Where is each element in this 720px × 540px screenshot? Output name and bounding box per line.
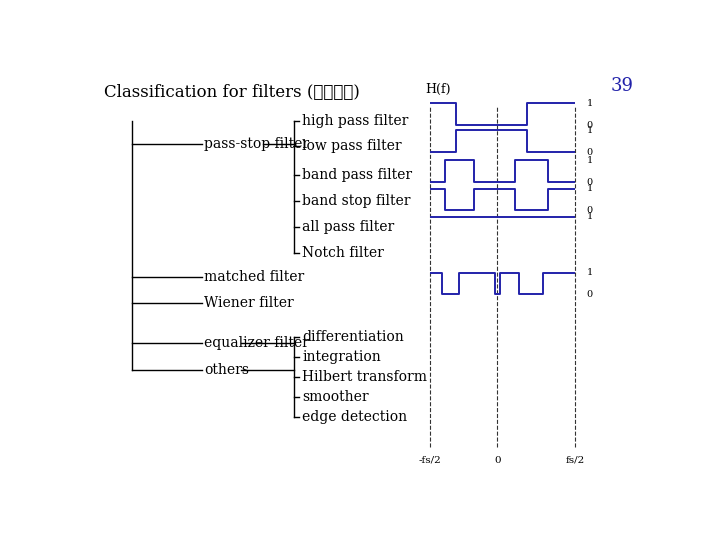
Text: 1: 1 xyxy=(587,156,593,165)
Text: Classification for filters (依型態分): Classification for filters (依型態分) xyxy=(104,84,360,100)
Text: 1: 1 xyxy=(587,99,593,108)
Text: -fs/2: -fs/2 xyxy=(419,456,442,464)
Text: others: others xyxy=(204,363,249,377)
Text: band pass filter: band pass filter xyxy=(302,168,412,182)
Text: pass-stop filter: pass-stop filter xyxy=(204,137,310,151)
Text: 0: 0 xyxy=(587,290,593,299)
Text: 1: 1 xyxy=(587,126,593,135)
Text: smoother: smoother xyxy=(302,390,369,404)
Text: differentiation: differentiation xyxy=(302,330,404,344)
Text: fs/2: fs/2 xyxy=(566,456,585,464)
Text: 1: 1 xyxy=(587,184,593,193)
Text: 39: 39 xyxy=(611,77,634,95)
Text: edge detection: edge detection xyxy=(302,410,408,424)
Text: 1: 1 xyxy=(587,268,593,277)
Text: integration: integration xyxy=(302,350,381,364)
Text: 1: 1 xyxy=(587,212,593,221)
Text: 0: 0 xyxy=(587,147,593,157)
Text: 0: 0 xyxy=(587,120,593,130)
Text: low pass filter: low pass filter xyxy=(302,139,402,153)
Text: matched filter: matched filter xyxy=(204,270,305,284)
Text: all pass filter: all pass filter xyxy=(302,220,395,234)
Text: H(f): H(f) xyxy=(425,83,450,96)
Text: Notch filter: Notch filter xyxy=(302,246,384,260)
Text: 0: 0 xyxy=(494,456,500,464)
Text: band stop filter: band stop filter xyxy=(302,194,410,208)
Text: 0: 0 xyxy=(587,206,593,215)
Text: equalizer filter: equalizer filter xyxy=(204,336,310,350)
Text: 0: 0 xyxy=(587,178,593,186)
Text: Hilbert transform: Hilbert transform xyxy=(302,370,427,384)
Text: Wiener filter: Wiener filter xyxy=(204,295,294,309)
Text: high pass filter: high pass filter xyxy=(302,114,408,128)
